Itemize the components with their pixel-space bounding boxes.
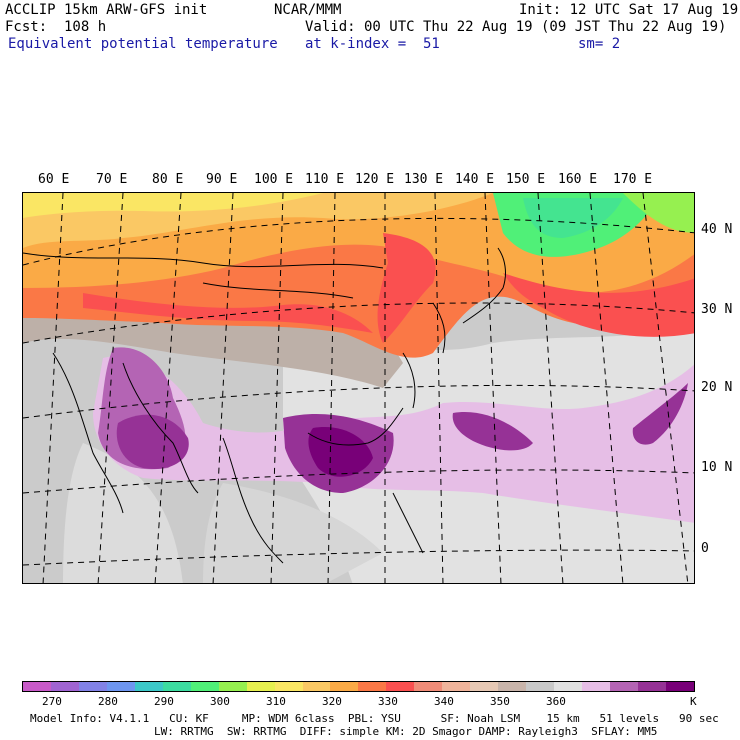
valid-time: Valid: 00 UTC Thu 22 Aug 19 (09 JST Thu … (305, 19, 727, 35)
grid-lines (23, 193, 694, 583)
colorbar-swatch (498, 682, 527, 691)
lat-label: 30 N (701, 302, 733, 317)
colorbar-swatch (386, 682, 415, 691)
colorbar-swatch (302, 682, 331, 691)
hot-streak (377, 233, 436, 343)
colorbar-swatch (470, 682, 499, 691)
green-patch (523, 198, 623, 238)
colorbar-swatch (582, 682, 611, 691)
colorbar-swatch (218, 682, 247, 691)
colorbar (22, 681, 695, 692)
moist-core (452, 412, 533, 451)
lon-label: 120 E (355, 172, 395, 187)
colorbar-swatch (134, 682, 163, 691)
colorbar-swatch (78, 682, 107, 691)
warm-band (23, 193, 323, 218)
colorbar-label: 350 (490, 695, 510, 708)
colorbar-label: 360 (546, 695, 566, 708)
colorbar-label: 300 (210, 695, 230, 708)
colorbar-swatch (106, 682, 135, 691)
lon-label: 70 E (96, 172, 128, 187)
colorbar-unit: K (690, 695, 697, 708)
colorbar-label: 270 (42, 695, 62, 708)
moist-core (632, 383, 688, 445)
colorbar-swatch (23, 682, 51, 691)
colorbar-swatch (246, 682, 275, 691)
forecast-hour: Fcst: 108 h (5, 19, 107, 35)
lon-label: 100 E (254, 172, 294, 187)
map-panel (22, 192, 695, 584)
lat-label: 10 N (701, 460, 733, 475)
colorbar-swatch (274, 682, 303, 691)
model-title: ACCLIP 15km ARW-GFS init (5, 2, 208, 18)
colorbar-swatch (442, 682, 471, 691)
lon-label: 80 E (152, 172, 184, 187)
field-name: Equivalent potential temperature (8, 36, 278, 52)
colorbar-swatch (610, 682, 638, 691)
green-patch (623, 193, 694, 233)
lon-label: 110 E (305, 172, 345, 187)
ocean-light-area (203, 483, 383, 583)
lat-label: 40 N (701, 222, 733, 237)
lat-label: 0 (701, 541, 709, 556)
hot-streak (83, 293, 373, 333)
colorbar-swatch (358, 682, 387, 691)
lon-label: 170 E (613, 172, 653, 187)
lon-label: 160 E (558, 172, 598, 187)
lon-label: 150 E (506, 172, 546, 187)
moist-core (116, 414, 189, 469)
coastlines (23, 247, 506, 564)
colorbar-swatch (637, 682, 666, 691)
colorbar-swatch (162, 682, 191, 691)
init-time: Init: 12 UTC Sat 17 Aug 19 (519, 2, 739, 18)
moist-core (308, 427, 373, 477)
colorbar-swatch (665, 682, 694, 691)
colorbar-swatch (50, 682, 79, 691)
k-index: at k-index = 51 (305, 36, 440, 52)
colorbar-swatch (330, 682, 359, 691)
model-info-line: Model Info: V4.1.1 CU: KF MP: WDM 6class… (30, 712, 719, 725)
lon-label: 90 E (206, 172, 238, 187)
colorbar-label: 290 (154, 695, 174, 708)
lat-label: 20 N (701, 380, 733, 395)
colorbar-label: 320 (322, 695, 342, 708)
colorbar-label: 310 (266, 695, 286, 708)
smoothing-value: sm= 2 (578, 36, 621, 52)
colorbar-label: 330 (378, 695, 398, 708)
model-physics-line: LW: RRTMG SW: RRTMG DIFF: simple KM: 2D … (154, 725, 658, 738)
colorbar-swatch (190, 682, 219, 691)
colorbar-label: 340 (434, 695, 454, 708)
colorbar-swatch (414, 682, 443, 691)
lon-label: 140 E (455, 172, 495, 187)
colorbar-swatch (526, 682, 555, 691)
lon-label: 130 E (404, 172, 444, 187)
org-label: NCAR/MMM (274, 2, 342, 18)
lon-label: 60 E (38, 172, 70, 187)
hot-streak (503, 273, 694, 337)
colorbar-label: 280 (98, 695, 118, 708)
colorbar-swatch (554, 682, 583, 691)
